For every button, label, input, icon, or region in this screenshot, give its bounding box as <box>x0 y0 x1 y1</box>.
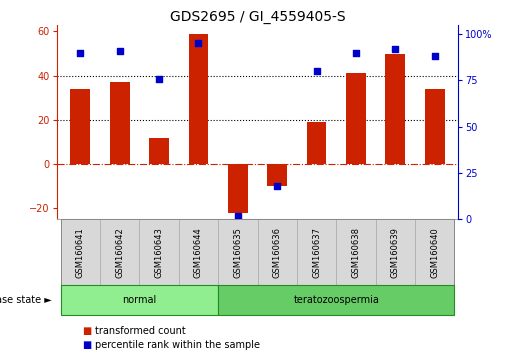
Bar <box>375 219 415 285</box>
Text: GSM160643: GSM160643 <box>154 227 164 278</box>
Text: GSM160641: GSM160641 <box>76 227 85 278</box>
Bar <box>267 164 287 186</box>
Text: transformed count: transformed count <box>95 326 186 336</box>
Point <box>155 76 163 81</box>
Bar <box>61 285 218 315</box>
Text: disease state ►: disease state ► <box>0 295 52 305</box>
Bar <box>307 122 327 164</box>
Point <box>76 50 84 56</box>
Text: percentile rank within the sample: percentile rank within the sample <box>95 340 260 350</box>
Text: GSM160642: GSM160642 <box>115 227 124 278</box>
Bar <box>179 219 218 285</box>
Point <box>431 53 439 59</box>
Text: GSM160640: GSM160640 <box>430 227 439 278</box>
Point <box>194 40 202 46</box>
Bar <box>425 89 444 164</box>
Bar <box>110 82 129 164</box>
Bar <box>61 219 100 285</box>
Text: ■: ■ <box>82 340 92 350</box>
Bar <box>100 219 140 285</box>
Text: teratozoospermia: teratozoospermia <box>294 295 379 305</box>
Point <box>273 183 281 189</box>
Bar <box>218 219 258 285</box>
Bar <box>140 219 179 285</box>
Bar <box>71 89 90 164</box>
Text: GSM160636: GSM160636 <box>272 227 282 278</box>
Text: ■: ■ <box>82 326 92 336</box>
Text: normal: normal <box>122 295 157 305</box>
Bar <box>346 73 366 164</box>
Bar <box>415 219 454 285</box>
Bar <box>336 219 375 285</box>
Title: GDS2695 / GI_4559405-S: GDS2695 / GI_4559405-S <box>169 10 346 24</box>
Point <box>234 213 242 219</box>
Bar <box>228 164 248 213</box>
Text: GSM160635: GSM160635 <box>233 227 243 278</box>
Bar <box>258 219 297 285</box>
Bar <box>386 53 405 164</box>
Bar <box>297 219 336 285</box>
Point <box>391 46 400 52</box>
Text: GSM160637: GSM160637 <box>312 227 321 278</box>
Point <box>115 48 124 53</box>
Bar <box>149 138 169 164</box>
Text: GSM160644: GSM160644 <box>194 227 203 278</box>
Point <box>352 50 360 56</box>
Text: GSM160638: GSM160638 <box>351 227 360 278</box>
Text: GSM160639: GSM160639 <box>391 227 400 278</box>
Bar <box>218 285 454 315</box>
Bar <box>188 34 208 164</box>
Point <box>313 68 321 74</box>
